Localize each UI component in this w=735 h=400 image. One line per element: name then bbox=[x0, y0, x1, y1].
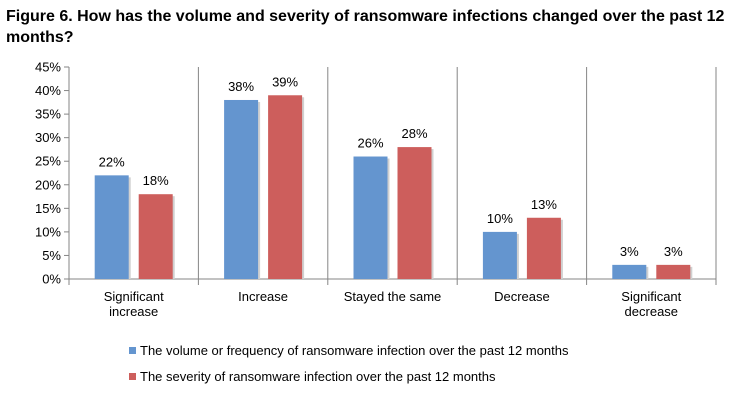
x-tick-label: increase bbox=[109, 304, 158, 319]
bar-severity bbox=[138, 194, 173, 279]
bar-severity bbox=[656, 264, 691, 279]
bar-volume bbox=[353, 156, 388, 279]
bar-severity bbox=[397, 147, 432, 279]
data-label: 38% bbox=[228, 79, 254, 94]
data-label: 3% bbox=[620, 244, 639, 259]
x-tick-label: decrease bbox=[625, 304, 678, 319]
bar-volume bbox=[94, 175, 129, 279]
y-tick-label: 15% bbox=[35, 201, 61, 216]
data-label: 26% bbox=[357, 136, 383, 151]
x-tick-label: Significant bbox=[621, 289, 681, 304]
x-tick-label: Significant bbox=[104, 289, 164, 304]
x-tick-label: Increase bbox=[238, 289, 288, 304]
data-label: 18% bbox=[143, 173, 169, 188]
bar-volume bbox=[224, 99, 259, 279]
y-tick-label: 5% bbox=[42, 248, 61, 263]
data-label: 10% bbox=[487, 211, 513, 226]
chart-title: Figure 6. How has the volume and severit… bbox=[6, 8, 725, 46]
x-tick-label: Stayed the same bbox=[344, 289, 442, 304]
bar-severity bbox=[268, 95, 303, 280]
y-tick-label: 40% bbox=[35, 83, 61, 98]
bar-volume bbox=[612, 264, 647, 279]
data-label: 39% bbox=[272, 74, 298, 89]
data-label: 22% bbox=[99, 154, 125, 169]
y-tick-label: 10% bbox=[35, 224, 61, 239]
y-tick-label: 0% bbox=[42, 272, 61, 287]
data-label: 3% bbox=[664, 244, 683, 259]
bar-severity bbox=[526, 217, 561, 279]
y-tick-label: 35% bbox=[35, 107, 61, 122]
y-tick-label: 45% bbox=[35, 60, 61, 75]
x-tick-label: Decrease bbox=[494, 289, 550, 304]
y-tick-label: 20% bbox=[35, 177, 61, 192]
data-label: 13% bbox=[531, 197, 557, 212]
y-tick-label: 30% bbox=[35, 130, 61, 145]
y-tick-label: 25% bbox=[35, 154, 61, 169]
data-label: 28% bbox=[401, 126, 427, 141]
bar-volume bbox=[482, 231, 517, 279]
